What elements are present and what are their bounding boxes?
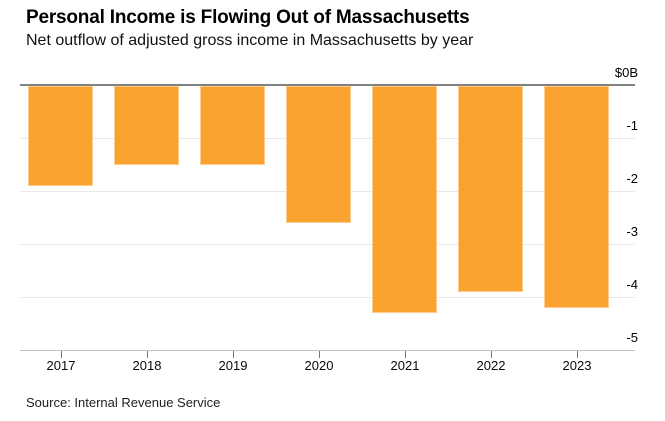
bar-2020 — [286, 86, 351, 223]
x-axis-label-2020: 2020 — [304, 358, 334, 373]
y-axis-tick-label: $0B — [614, 65, 638, 80]
x-axis-label-2021: 2021 — [390, 358, 420, 373]
x-axis-tick-2017 — [61, 351, 62, 358]
bar-2018 — [114, 86, 179, 165]
zero-baseline — [20, 84, 635, 86]
x-axis-label-2022: 2022 — [476, 358, 506, 373]
chart-title: Personal Income is Flowing Out of Massac… — [26, 7, 470, 28]
y-axis-tick-label: -4 — [626, 277, 638, 292]
source-note: Source: Internal Revenue Service — [26, 395, 221, 410]
x-axis-line — [20, 350, 635, 351]
gridline-y-4 — [20, 297, 635, 298]
x-axis-label-2023: 2023 — [562, 358, 592, 373]
x-axis-tick-2020 — [319, 351, 320, 358]
gridline-y-3 — [20, 244, 635, 245]
chart-subtitle: Net outflow of adjusted gross income in … — [26, 32, 474, 49]
x-axis-tick-2019 — [233, 351, 234, 358]
bar-2019 — [200, 86, 265, 165]
x-axis-label-2018: 2018 — [132, 358, 162, 373]
bar-2022 — [458, 86, 523, 292]
x-axis-label-2019: 2019 — [218, 358, 248, 373]
x-axis-tick-2022 — [491, 351, 492, 358]
x-axis-tick-2023 — [577, 351, 578, 358]
bar-2023 — [544, 86, 609, 308]
bar-2017 — [28, 86, 93, 186]
y-axis-tick-label: -5 — [626, 330, 638, 345]
x-axis-label-2017: 2017 — [46, 358, 76, 373]
x-axis-tick-2018 — [147, 351, 148, 358]
y-axis-tick-label: -1 — [626, 118, 638, 133]
y-axis-tick-label: -2 — [626, 171, 638, 186]
y-axis-tick-label: -3 — [626, 224, 638, 239]
x-axis-tick-2021 — [405, 351, 406, 358]
bar-2021 — [372, 86, 437, 313]
